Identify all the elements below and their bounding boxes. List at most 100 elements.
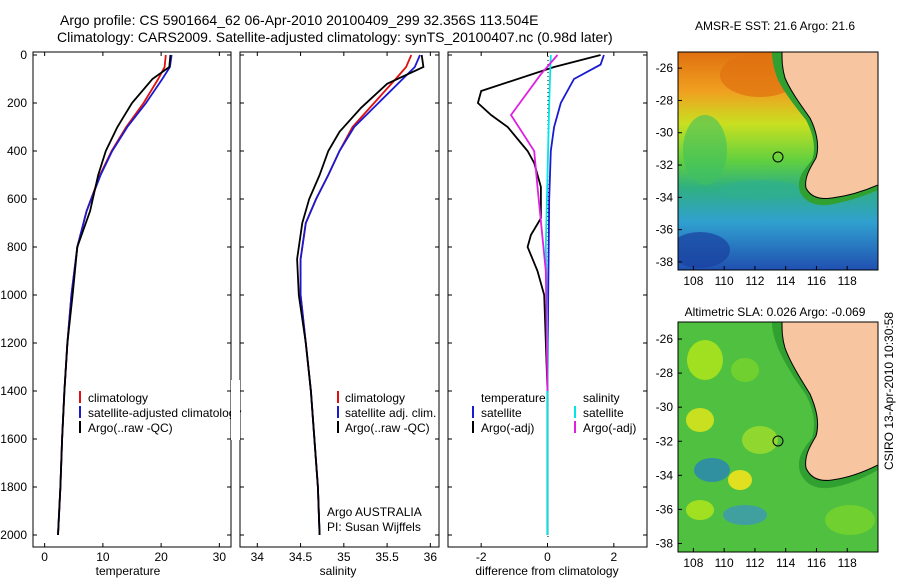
salinity-xlabel: salinity bbox=[320, 564, 357, 578]
sla-profile-marker bbox=[772, 435, 784, 447]
depth-tick-label: 1200 bbox=[0, 336, 27, 350]
legend-label: satellite-adjusted climatology bbox=[88, 406, 241, 420]
legend-label: satellite adj. clim. bbox=[345, 406, 436, 420]
sst-map-yticks: -26 -28 -30 -32 -34 -36 -38 bbox=[656, 61, 682, 269]
map-x-tick-label: 108 bbox=[683, 274, 703, 288]
temperature-xticks: 0 10 20 30 bbox=[41, 52, 226, 564]
salinity-legend: climatology satellite adj. clim. Argo(..… bbox=[327, 391, 436, 534]
map-y-tick-label: -38 bbox=[656, 536, 674, 550]
sst-map-title: AMSR-E SST: 21.6 Argo: 21.6 bbox=[695, 19, 855, 33]
temperature-legend: climatology satellite-adjusted climatolo… bbox=[79, 391, 241, 435]
series-line-satellite-adjusted-climatology bbox=[57, 54, 173, 536]
x-tick-label: 34 bbox=[251, 550, 265, 564]
map-y-tick-label: -26 bbox=[656, 332, 674, 346]
depth-tick-label: 1000 bbox=[0, 288, 27, 302]
map-y-tick-label: -30 bbox=[656, 126, 674, 140]
sla-map-image bbox=[678, 322, 878, 552]
difference-lines bbox=[476, 54, 605, 535]
depth-tick-label: 1800 bbox=[0, 480, 27, 494]
series-line-salinity-argo-adj- bbox=[509, 54, 559, 392]
sst-map-xticks: 108 110 112 114 116 118 bbox=[683, 266, 857, 288]
map-y-tick-label: -28 bbox=[656, 366, 674, 380]
map-x-tick-label: 116 bbox=[807, 556, 826, 570]
depth-tick-label: 0 bbox=[20, 48, 27, 62]
sst-map-frame bbox=[677, 51, 879, 271]
salinity-axes bbox=[239, 51, 440, 548]
pi-label: PI: Susan Wijffels bbox=[327, 520, 421, 534]
x-tick-label: 35.5 bbox=[375, 550, 399, 564]
map-y-tick-label: -34 bbox=[656, 468, 674, 482]
series-line-salinity-satellite bbox=[544, 54, 552, 535]
legend-temperature-title: temperature bbox=[481, 391, 546, 405]
difference-xlabel: difference from climatology bbox=[475, 564, 618, 578]
map-y-tick-label: -36 bbox=[656, 223, 674, 237]
depth-tick-label: 800 bbox=[7, 240, 27, 254]
legend-label: climatology bbox=[88, 391, 148, 405]
temperature-xlabel: temperature bbox=[96, 564, 161, 578]
map-x-tick-label: 110 bbox=[715, 556, 734, 570]
map-x-tick-label: 118 bbox=[838, 274, 857, 288]
legend-label: Argo(-adj) bbox=[583, 421, 636, 435]
x-tick-label: 30 bbox=[213, 550, 227, 564]
depth-tick-label: 1400 bbox=[0, 384, 27, 398]
map-y-tick-label: -34 bbox=[656, 190, 674, 204]
figure-title-line1: Argo profile: CS 5901664_62 06-Apr-2010 … bbox=[60, 12, 539, 28]
series-line-argo-raw-qc- bbox=[296, 54, 425, 536]
x-tick-label: 0 bbox=[41, 550, 48, 564]
map-y-tick-label: -36 bbox=[656, 502, 674, 516]
x-tick-label: 2 bbox=[610, 550, 617, 564]
map-y-tick-label: -32 bbox=[656, 434, 674, 448]
legend-label: satellite bbox=[583, 406, 624, 420]
argo-australia-label: Argo AUSTRALIA bbox=[327, 505, 422, 519]
difference-xticks: -2 0 2 bbox=[476, 52, 617, 564]
map-x-tick-label: 110 bbox=[715, 274, 734, 288]
salinity-lines bbox=[296, 54, 425, 536]
temperature-axes bbox=[32, 51, 232, 548]
series-line-satellite-adj-clim- bbox=[299, 54, 421, 536]
series-line-temperature-argo-adj- bbox=[476, 54, 601, 535]
legend-label: Argo(..raw -QC) bbox=[345, 421, 430, 435]
x-tick-label: 10 bbox=[96, 550, 110, 564]
series-line-climatology bbox=[57, 54, 167, 536]
x-tick-label: 36 bbox=[424, 550, 438, 564]
depth-tick-label: 600 bbox=[7, 192, 27, 206]
series-line-argo-raw-qc- bbox=[57, 54, 172, 536]
map-x-tick-label: 112 bbox=[745, 274, 764, 288]
series-line-temperature-satellite bbox=[546, 54, 605, 535]
legend-salinity-title: salinity bbox=[583, 391, 620, 405]
x-tick-label: 34.5 bbox=[289, 550, 313, 564]
sst-profile-marker bbox=[772, 151, 784, 163]
temperature-lines bbox=[57, 54, 173, 536]
salinity-xticks: 34 34.5 35 35.5 36 bbox=[251, 52, 438, 564]
sla-map-frame bbox=[677, 321, 879, 553]
legend-label: Argo(..raw -QC) bbox=[88, 421, 173, 435]
depth-tick-labels: 0 200 400 600 800 1000 1200 1400 1600 1800 2000 bbox=[0, 48, 647, 542]
sst-map-image bbox=[678, 52, 878, 270]
depth-tick-label: 1600 bbox=[0, 432, 27, 446]
map-x-tick-label: 108 bbox=[683, 556, 703, 570]
legend-label: climatology bbox=[345, 391, 405, 405]
map-y-tick-label: -32 bbox=[656, 158, 674, 172]
map-x-tick-label: 114 bbox=[776, 274, 795, 288]
map-y-tick-label: -38 bbox=[656, 255, 674, 269]
sla-map-title: Altimetric SLA: 0.026 Argo: -0.069 bbox=[685, 305, 866, 319]
map-y-tick-label: -26 bbox=[656, 61, 674, 75]
map-x-tick-label: 112 bbox=[745, 556, 764, 570]
figure-title-line2: Climatology: CARS2009. Satellite-adjuste… bbox=[57, 29, 613, 45]
series-line-climatology bbox=[299, 54, 413, 536]
sla-map-xticks: 108 110 112 114 116 118 bbox=[683, 548, 857, 570]
map-x-tick-label: 116 bbox=[807, 274, 826, 288]
legend-label: satellite bbox=[481, 406, 522, 420]
x-tick-label: 20 bbox=[154, 550, 168, 564]
difference-legend: temperature salinity satellite Argo(-adj… bbox=[472, 391, 636, 435]
x-tick-label: 0 bbox=[544, 550, 551, 564]
x-tick-label: -2 bbox=[476, 550, 487, 564]
sla-map-yticks: -26 -28 -30 -32 -34 -36 -38 bbox=[656, 332, 682, 550]
map-y-tick-label: -28 bbox=[656, 93, 674, 107]
depth-tick-label: 2000 bbox=[0, 528, 27, 542]
legend-clip-mask bbox=[231, 380, 240, 440]
depth-tick-label: 400 bbox=[7, 144, 27, 158]
map-x-tick-label: 118 bbox=[838, 556, 857, 570]
depth-tick-label: 200 bbox=[7, 96, 27, 110]
